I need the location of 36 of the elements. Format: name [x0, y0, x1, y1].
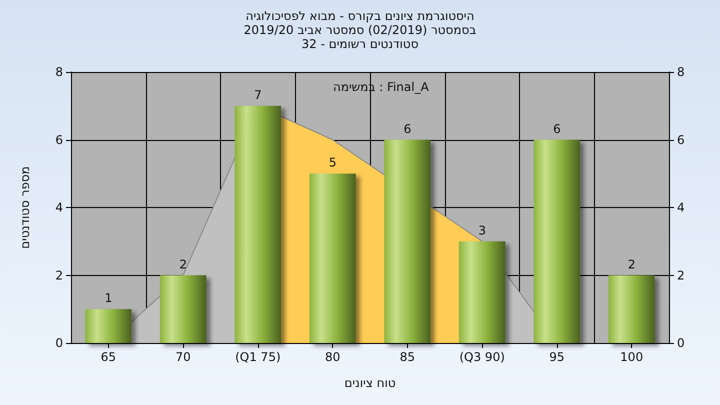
x-tick-label: 85 — [400, 350, 416, 364]
bar — [160, 275, 206, 343]
y2-tick-label: 2 — [677, 268, 685, 282]
x-axis-title: טוח ציונים — [344, 376, 396, 390]
y-tick-label: 2 — [55, 268, 63, 282]
data-label: 2 — [628, 257, 636, 272]
y-tick-label: 0 — [55, 336, 63, 350]
data-label: 3 — [478, 223, 486, 238]
x-tick-label: 65 — [100, 350, 116, 364]
data-label: 2 — [179, 257, 187, 272]
y-tick-label: 4 — [55, 200, 63, 214]
data-label: 5 — [328, 156, 336, 170]
chart-subtitle: בסמסטר (02/2019) סמסטר אביב 2019/20 סטודנטים רשומים - 32 — [244, 23, 476, 51]
y-axis-title: מספר סטודנטים — [18, 166, 32, 249]
y2-tick-label: 4 — [677, 200, 685, 214]
y-tick-label: 8 — [55, 65, 63, 79]
x-tick-label: 95 — [549, 350, 565, 364]
data-label: 7 — [254, 88, 262, 102]
data-label: 6 — [404, 122, 412, 136]
x-tick-label: 70 — [175, 350, 191, 364]
bar — [384, 140, 431, 343]
bar — [85, 309, 132, 343]
y2-tick-label: 6 — [677, 132, 685, 147]
bar — [608, 275, 655, 343]
bar — [309, 174, 356, 343]
x-tick-label: 80 — [324, 350, 340, 364]
y-tick-label: 6 — [55, 132, 63, 147]
data-label: 1 — [104, 291, 112, 306]
data-label: 6 — [553, 122, 561, 136]
y2-tick-label: 0 — [677, 336, 685, 350]
x-tick-label: (Q1 75) — [235, 350, 281, 364]
x-tick-label: (Q3 90) — [459, 350, 505, 364]
x-tick-label: 100 — [620, 350, 644, 364]
bar — [534, 140, 580, 343]
chart-title: היסטוגרמת ציונים בקורס - מבוא לפסיכולוגיה — [246, 9, 474, 23]
y2-tick-label: 8 — [677, 65, 685, 79]
